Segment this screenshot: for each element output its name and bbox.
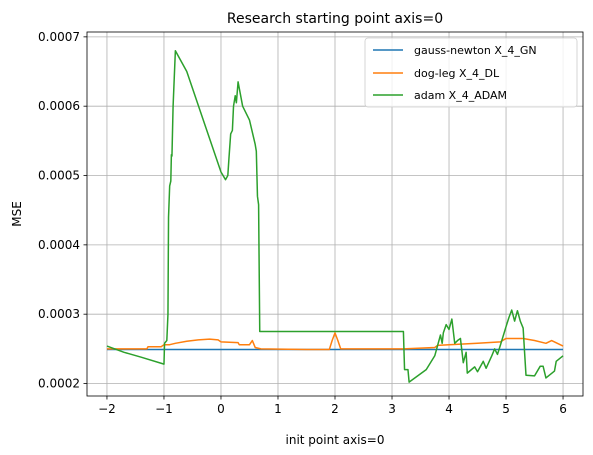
axis-ticks: −2 −1 0 1 2 3 4 5 6 0.0002 0.0003 0.0004 0.0005 0.000… [38,30,567,416]
y-tick-label: 0.0005 [38,169,80,183]
x-tick-label: 6 [559,402,567,416]
x-tick-label: 5 [502,402,510,416]
legend-label-dog-leg: dog-leg X_4_DL [414,67,500,80]
legend-label-gauss-newton: gauss-newton X_4_GN [414,44,537,57]
x-tick-label: 0 [217,402,225,416]
x-tick-label: 1 [274,402,282,416]
adam-line [106,49,564,383]
legend: gauss-newton X_4_GN dog-leg X_4_DL adam … [364,37,578,108]
legend-box [364,37,578,108]
x-tick-label: −1 [155,402,173,416]
y-tick-label: 0.0006 [38,99,80,113]
x-tick-label: 2 [331,402,339,416]
y-tick-label: 0.0002 [38,377,80,391]
series-layer [106,49,564,383]
x-axis-label: init point axis=0 [286,433,385,447]
chart-title: Research starting point axis=0 [227,11,443,27]
y-tick-label: 0.0003 [38,307,80,321]
dog-leg-line [106,332,564,351]
y-tick-label: 0.0004 [38,238,80,252]
y-axis-label: MSE [10,201,24,227]
x-tick-label: 4 [445,402,453,416]
legend-label-adam: adam X_4_ADAM [414,89,507,102]
x-tick-label: 3 [388,402,396,416]
y-tick-label: 0.0007 [38,30,80,44]
x-tick-label: −2 [98,402,116,416]
